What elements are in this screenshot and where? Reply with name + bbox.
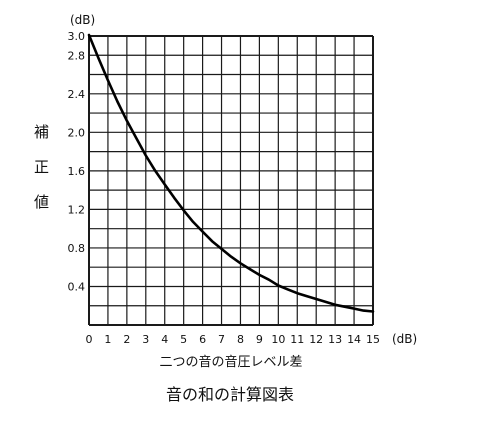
x-tick-label: 12 — [309, 333, 323, 346]
x-tick-label: 10 — [271, 333, 285, 346]
y-tick-label: 2.8 — [68, 49, 86, 62]
y-axis-label-char-3: 値 — [34, 193, 49, 211]
x-tick-label: 3 — [142, 333, 149, 346]
y-axis-unit: (dB) — [70, 13, 95, 27]
y-axis-label-char-1: 補 — [34, 123, 49, 141]
series-line-correction-curve — [87, 33, 375, 313]
x-tick-label: 11 — [290, 333, 304, 346]
y-tick-label: 2.0 — [68, 126, 86, 139]
x-tick-label: 13 — [328, 333, 342, 346]
x-tick-label: 15 — [366, 333, 380, 346]
series-layer — [87, 33, 375, 313]
x-tick-label: 14 — [347, 333, 361, 346]
y-tick-label: 2.4 — [68, 88, 86, 101]
x-tick-label: 2 — [123, 333, 130, 346]
x-tick-label: 5 — [180, 333, 187, 346]
y-tick-label: 1.6 — [68, 165, 86, 178]
x-tick-label: 1 — [104, 333, 111, 346]
chart-title: 音の和の計算図表 — [166, 385, 294, 404]
x-tick-label: 6 — [199, 333, 206, 346]
x-axis-label: 二つの音の音圧レベル差 — [159, 354, 302, 370]
y-tick-label: 3.0 — [68, 30, 86, 43]
y-tick-label: 0.4 — [68, 280, 86, 293]
x-tick-label: 0 — [86, 333, 93, 346]
x-tick-label: 8 — [237, 333, 244, 346]
x-tick-label: 4 — [161, 333, 168, 346]
x-tick-label: 9 — [256, 333, 263, 346]
x-axis-unit: (dB) — [392, 332, 417, 346]
grid — [88, 35, 374, 326]
y-axis-label-char-2: 正 — [34, 158, 49, 176]
tick-labels: 0 1 2 3 4 5 6 7 8 9 10 11 12 13 14 150.40.81.21.62.02.4… — [68, 30, 381, 346]
x-tick-label: 7 — [218, 333, 225, 346]
y-tick-label: 0.8 — [68, 242, 86, 255]
y-tick-label: 1.2 — [68, 203, 86, 216]
